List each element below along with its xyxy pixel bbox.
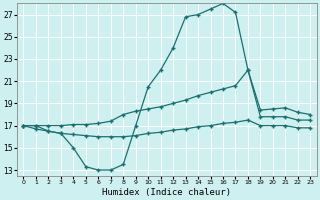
X-axis label: Humidex (Indice chaleur): Humidex (Indice chaleur) (102, 188, 231, 197)
